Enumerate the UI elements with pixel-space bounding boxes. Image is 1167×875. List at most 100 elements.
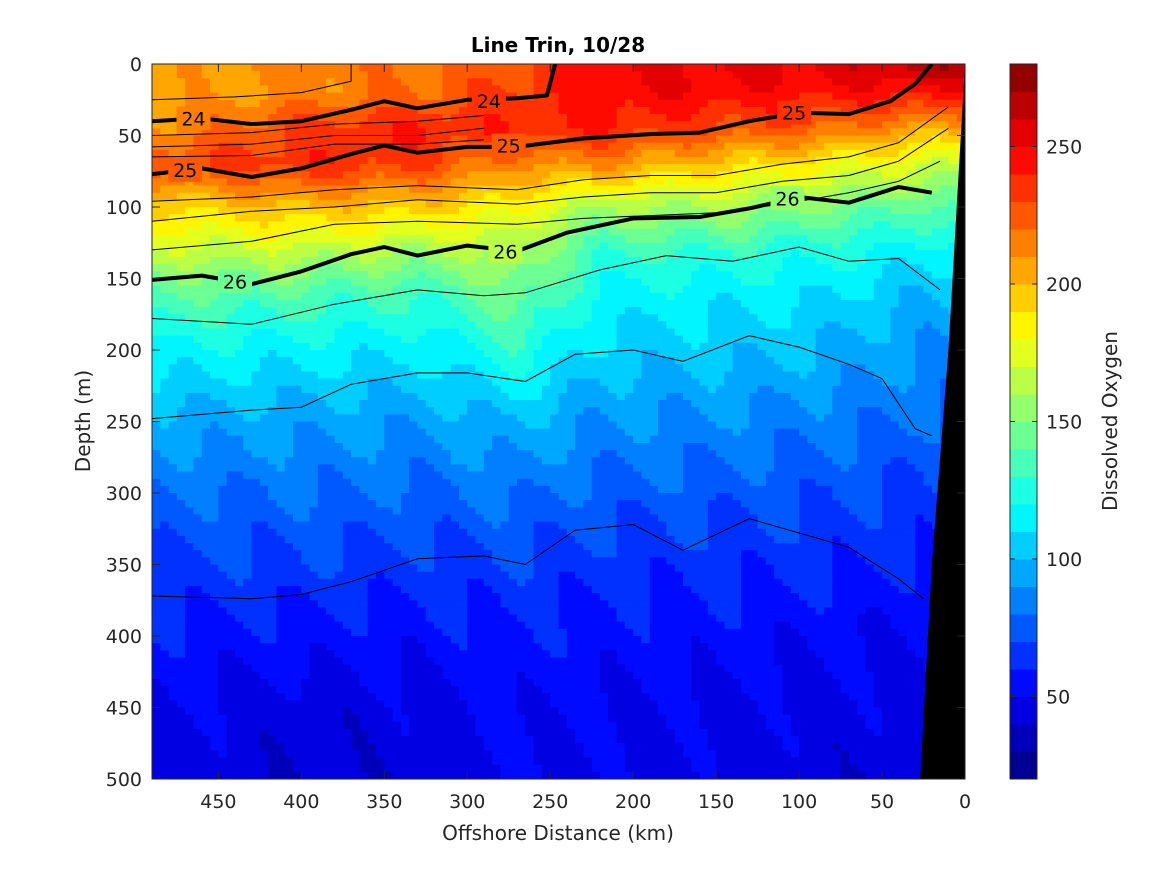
heat-cell [193, 493, 203, 501]
heat-cell [558, 392, 568, 401]
heat-cell [533, 743, 543, 751]
heat-cell [508, 442, 518, 451]
heat-cell [508, 71, 518, 79]
heat-cell [326, 78, 336, 87]
heat-cell [550, 149, 560, 158]
heat-cell [434, 371, 443, 380]
heat-cell [541, 64, 551, 72]
heat-cell [359, 750, 369, 759]
heat-cell [384, 171, 394, 179]
heat-cell [467, 121, 477, 129]
heat-cell [442, 228, 452, 237]
heat-cell [392, 114, 402, 122]
heat-cell [359, 557, 369, 566]
heat-cell [442, 178, 452, 187]
heat-cell [458, 114, 468, 122]
heat-cell [160, 364, 170, 373]
heat-cell [185, 335, 195, 344]
heat-cell [384, 728, 394, 737]
heat-cell [467, 164, 477, 172]
heat-cell [558, 507, 568, 516]
heat-cell [525, 271, 535, 280]
heat-cell [450, 485, 460, 494]
heat-cell [276, 500, 286, 508]
heat-cell [417, 500, 427, 508]
heat-cell [218, 607, 228, 616]
heat-cell [541, 686, 551, 694]
heat-cell [334, 636, 344, 644]
heat-cell [210, 678, 219, 687]
heat-cell [525, 99, 535, 108]
heat-cell [508, 392, 518, 401]
heat-cell [301, 736, 311, 744]
heat-cell [367, 149, 377, 158]
heat-cell [508, 600, 518, 608]
heat-cell [210, 535, 219, 544]
heat-cell [218, 636, 228, 644]
heat-cell [284, 450, 294, 458]
heat-cell [359, 407, 369, 415]
heat-cell [417, 242, 427, 251]
heat-cell [558, 371, 568, 380]
heat-cell [176, 464, 186, 473]
heat-cell [458, 407, 468, 415]
heat-cell [508, 321, 518, 330]
heat-cell [284, 578, 294, 587]
heat-cell [533, 392, 543, 401]
heat-cell [467, 721, 477, 730]
heat-cell [400, 414, 410, 423]
heat-cell [558, 686, 568, 694]
heat-cell [301, 278, 311, 287]
heat-cell [226, 378, 236, 387]
heat-cell [517, 435, 526, 444]
heat-cell [284, 264, 294, 272]
heat-cell [351, 357, 360, 365]
heat-cell [558, 500, 568, 508]
heat-cell [525, 71, 535, 79]
heat-cell [259, 228, 269, 237]
heat-cell [152, 535, 161, 544]
heat-cell [326, 421, 336, 430]
heat-cell [417, 628, 427, 637]
heat-cell [384, 271, 394, 280]
heat-cell [533, 199, 543, 208]
heat-cell [400, 149, 410, 158]
heat-cell [276, 435, 286, 444]
heat-cell [550, 99, 560, 108]
heat-cell [400, 64, 410, 72]
heat-cell [417, 342, 427, 351]
heat-cell [500, 299, 510, 308]
heat-cell [550, 707, 560, 716]
heat-cell [259, 85, 269, 94]
heat-cell [533, 450, 543, 458]
heat-cell [226, 693, 236, 701]
heat-cell [268, 249, 278, 258]
heat-cell [293, 457, 302, 465]
heat-cell [409, 114, 419, 122]
heat-cell [193, 750, 203, 759]
heat-cell [467, 342, 477, 351]
heat-cell [201, 307, 211, 315]
heat-cell [550, 435, 560, 444]
heat-cell [434, 678, 443, 687]
heat-cell [475, 614, 485, 623]
heat-cell [193, 142, 203, 151]
heat-cell [533, 457, 543, 465]
heat-cell [475, 664, 485, 673]
heat-cell [417, 414, 427, 423]
heat-cell [384, 149, 394, 158]
heat-cell [375, 400, 385, 408]
heat-cell [517, 500, 526, 508]
heat-cell [392, 228, 402, 237]
heat-cell [293, 364, 302, 373]
heat-cell [550, 471, 560, 480]
heat-cell [533, 185, 543, 194]
heat-cell [550, 771, 560, 779]
heat-cell [152, 593, 161, 601]
heat-cell [517, 643, 526, 651]
heat-cell [309, 686, 319, 694]
heat-cell [458, 478, 468, 487]
heat-cell [450, 743, 460, 751]
heat-cell [483, 728, 493, 737]
heat-cell [450, 299, 460, 308]
